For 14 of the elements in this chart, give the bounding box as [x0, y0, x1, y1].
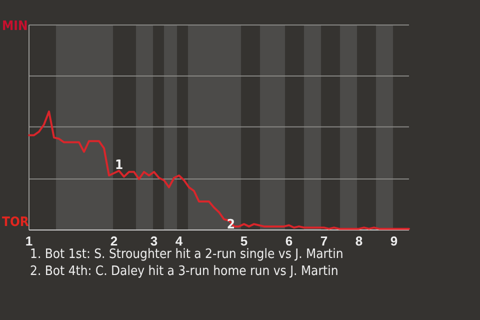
x-tick-label: 8 — [355, 233, 363, 248]
x-tick-label: 3 — [150, 233, 158, 248]
annotation: 1 — [115, 158, 124, 174]
x-tick-label: 7 — [320, 233, 328, 248]
text: MIN — [2, 19, 28, 34]
x-tick-label: 6 — [285, 233, 293, 248]
x-tick-label: 2 — [110, 233, 118, 248]
x-tick-label: 5 — [240, 233, 248, 248]
text: 1. Bot 1st: S. Stroughter hit a 2-run single vs J. Martin — [30, 247, 344, 262]
text: TOR — [2, 215, 29, 230]
x-tick-label: 9 — [390, 233, 398, 248]
x-tick-label: 4 — [175, 233, 184, 248]
x-tick-label: 1 — [25, 233, 33, 248]
text: 2. Bot 4th: C. Daley hit a 3-run home run vs J. Martin — [30, 264, 338, 279]
